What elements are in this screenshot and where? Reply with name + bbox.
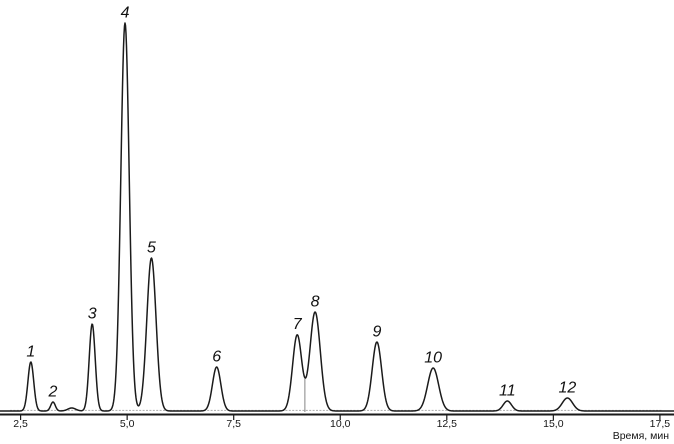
x-tick-label: 5,0 xyxy=(120,418,135,430)
peak-label: 11 xyxy=(499,383,516,400)
peak-label: 3 xyxy=(88,306,97,323)
peak-label: 12 xyxy=(559,380,577,397)
x-tick-label: 10,0 xyxy=(330,418,351,430)
peak-label: 4 xyxy=(121,4,130,21)
x-tick-label: 17,5 xyxy=(650,418,671,430)
peak-label: 1 xyxy=(26,344,35,361)
chromatogram-trace xyxy=(0,22,674,412)
peak-label: 6 xyxy=(212,349,221,366)
x-tick-label: 2,5 xyxy=(13,418,28,430)
x-tick-label: 15,0 xyxy=(543,418,564,430)
x-axis-title: Время, мин xyxy=(612,430,669,442)
peak-label: 5 xyxy=(147,240,156,257)
x-tick-label: 12,5 xyxy=(437,418,458,430)
x-tick-label: 7,5 xyxy=(226,418,241,430)
peak-label: 10 xyxy=(424,350,442,367)
peak-label: 7 xyxy=(293,316,303,333)
peak-label: 2 xyxy=(48,383,58,400)
peak-label: 8 xyxy=(311,293,320,310)
peak-label: 9 xyxy=(372,324,381,341)
